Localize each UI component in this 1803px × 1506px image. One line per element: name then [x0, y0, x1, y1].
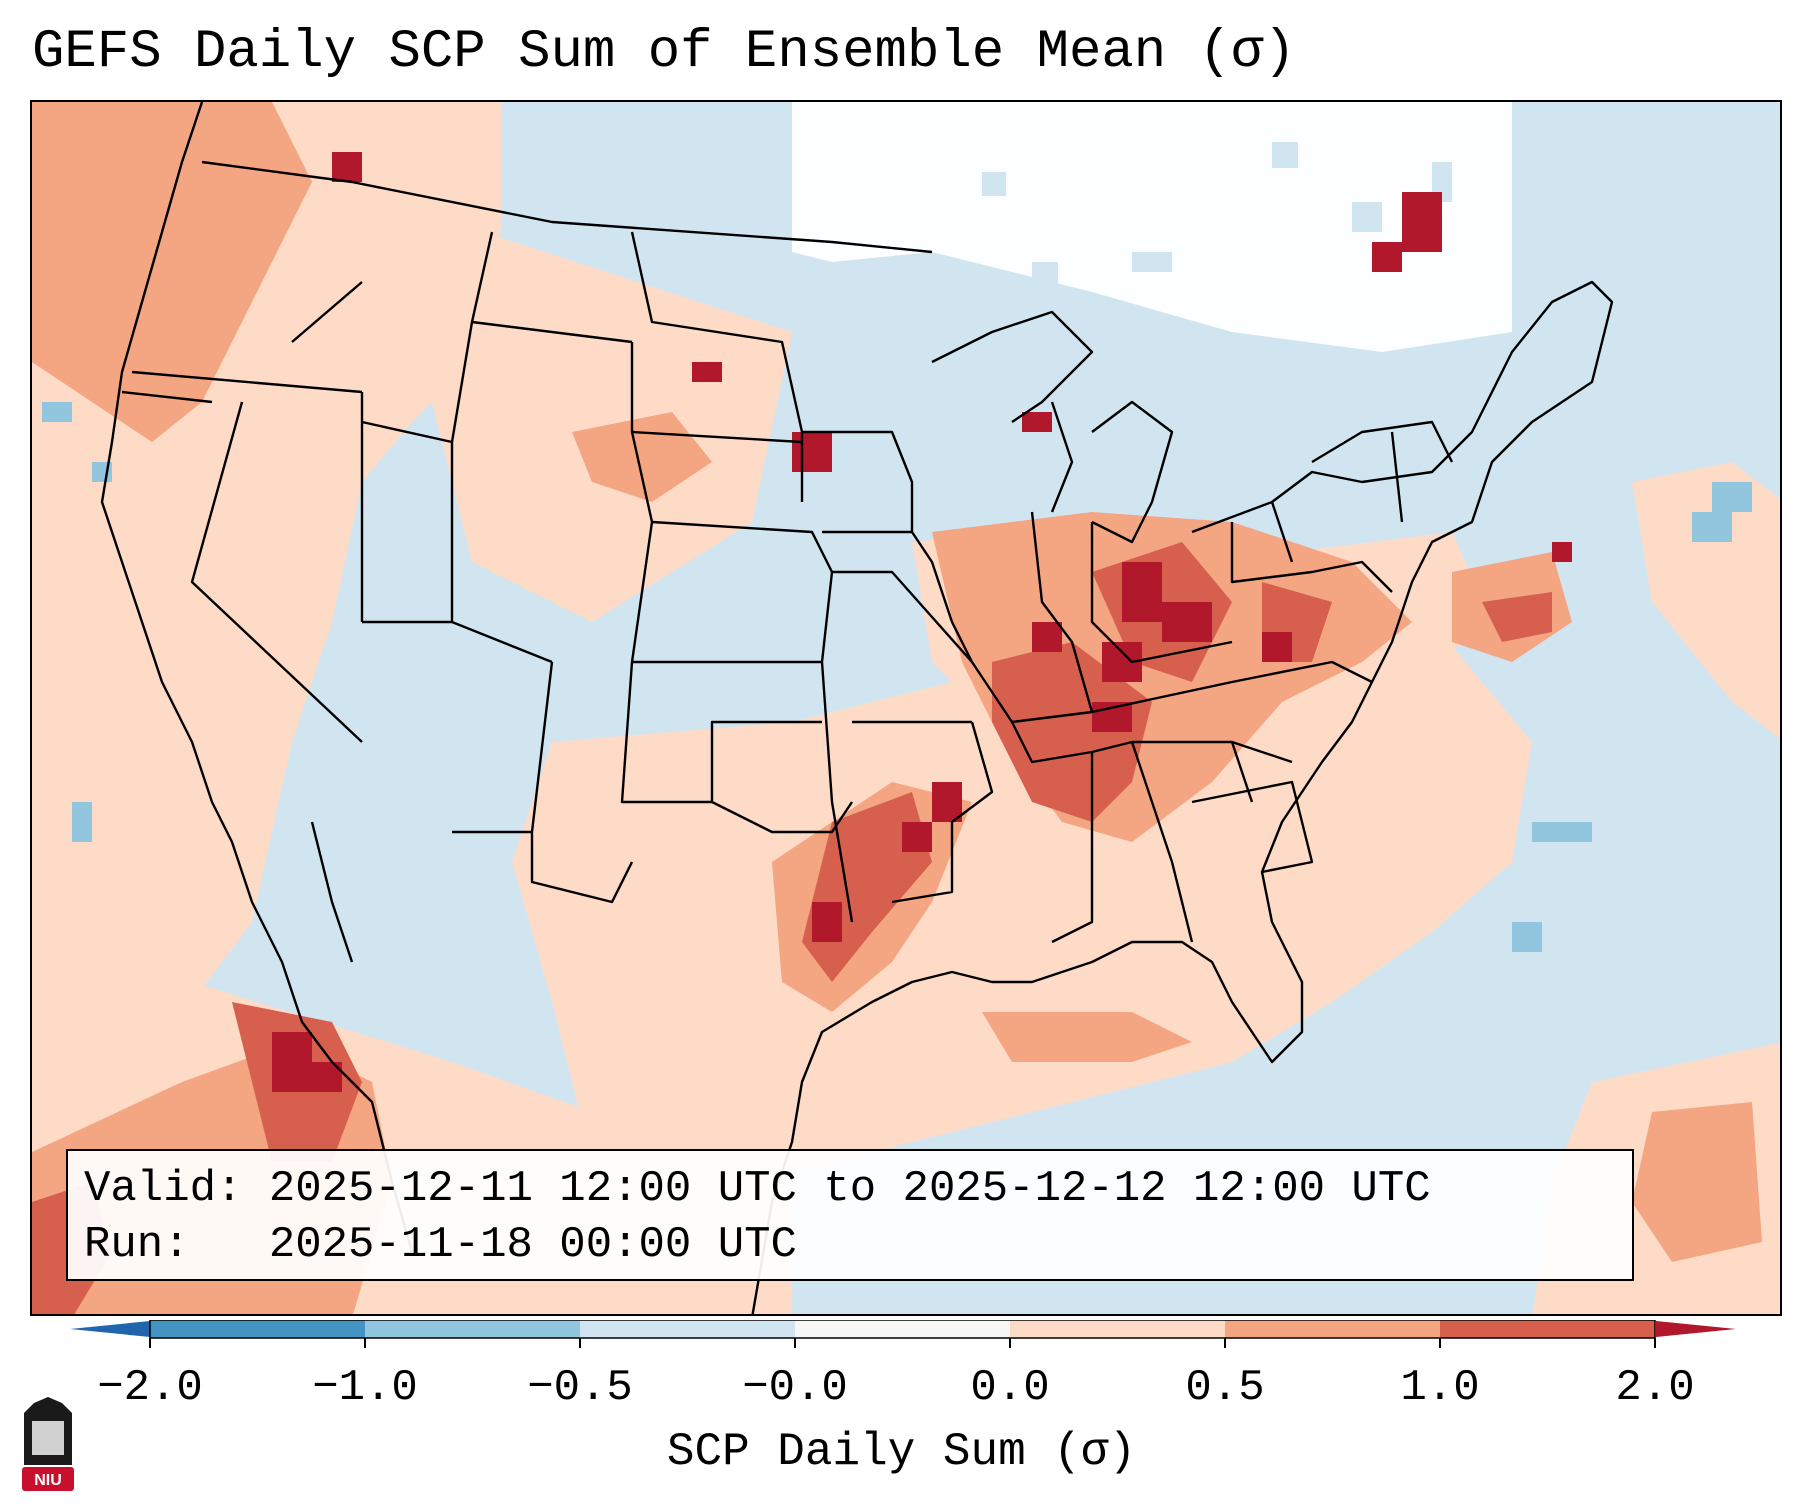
niu-logo: NIU [22, 1397, 74, 1491]
colorbar-high-extension [1656, 1321, 1736, 1337]
chart-title: GEFS Daily SCP Sum of Ensemble Mean (σ) [32, 22, 1296, 83]
colorbar-segments [150, 1320, 1655, 1338]
valid-run-info-box: Valid: 2025-12-11 12:00 UTC to 2025-12-1… [66, 1149, 1634, 1281]
map-panel [30, 100, 1782, 1316]
gulf-coastline [770, 960, 1093, 1203]
colorbar-tick-label: 1.0 [1400, 1363, 1480, 1413]
colorbar-tick-label: 0.0 [970, 1363, 1050, 1413]
run-value: 2025-11-18 00:00 UTC [268, 1220, 797, 1270]
colorbar-tick-label: −0.0 [742, 1363, 848, 1413]
valid-label: Valid: [84, 1164, 243, 1214]
colorbar-tick-label: −2.0 [97, 1363, 203, 1413]
colorbar-label: SCP Daily Sum (σ) [666, 1426, 1137, 1478]
map-svg [32, 102, 1780, 1314]
logo-band [22, 1467, 74, 1491]
run-label: Run: [84, 1220, 190, 1270]
colorbar-tick-label: −0.5 [527, 1363, 633, 1413]
colorbar-tick-label: 0.5 [1185, 1363, 1265, 1413]
colorbar-tick-label: −1.0 [312, 1363, 418, 1413]
max-positive-cells [272, 152, 1572, 1092]
colorbar-segment [795, 1320, 1010, 1338]
valid-value: 2025-12-11 12:00 UTC to 2025-12-12 12:00… [268, 1164, 1431, 1214]
states-east [802, 420, 1454, 944]
negative-anomaly-cells [42, 402, 1752, 952]
states-central [620, 231, 854, 923]
colorbar-segment [1225, 1320, 1440, 1338]
colorbar-segment [580, 1320, 795, 1338]
colorbar-segment [150, 1320, 365, 1338]
near-zero-region [792, 102, 1512, 352]
colorbar-segment [365, 1320, 580, 1338]
canada-border [201, 160, 933, 254]
colorbar-low-extension [70, 1321, 150, 1337]
colorbar [70, 1320, 1736, 1348]
states-west [121, 231, 654, 904]
great-lakes [931, 310, 1363, 544]
colorbar-segment [1010, 1320, 1225, 1338]
colorbar-tick-label: 2.0 [1615, 1363, 1695, 1413]
colorbar-ticks [149, 1338, 1656, 1348]
logo-text: NIU [34, 1472, 62, 1489]
colorbar-segment [1440, 1320, 1655, 1338]
east-coastline [1091, 280, 1614, 1064]
colorbar-outline [149, 1320, 1656, 1339]
west-coastline [100, 102, 304, 1023]
